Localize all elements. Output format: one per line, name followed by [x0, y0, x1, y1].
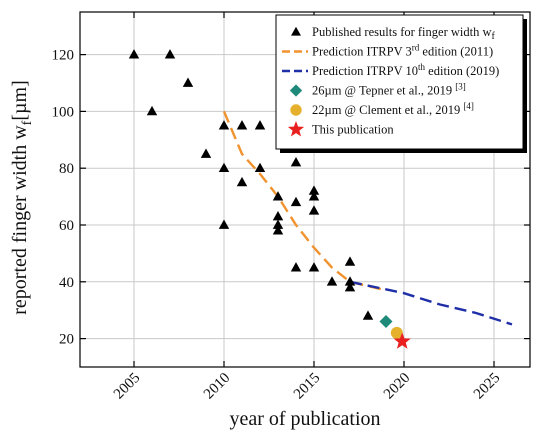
published-point: [218, 162, 230, 173]
published-point: [272, 210, 284, 221]
published-point: [326, 276, 338, 286]
published-point: [146, 105, 158, 116]
published-point: [236, 120, 248, 130]
y-tick-label: 120: [52, 48, 75, 64]
published-point: [308, 191, 320, 201]
y-axis-title-unit: [µm]: [9, 80, 31, 120]
published-point: [308, 185, 320, 195]
published-point: [200, 148, 212, 158]
x-tick-label: 2010: [201, 370, 234, 403]
x-tick-label: 2020: [381, 370, 414, 403]
plot-frame: [79, 11, 531, 368]
published-point: [272, 191, 284, 201]
published-point: [362, 310, 374, 320]
legend: Published results for finger width wfPre…: [275, 14, 527, 153]
published-point: [290, 196, 302, 207]
legend-label-itrpv10: Prediction ITRPV 10th edition (2019): [312, 62, 499, 78]
y-axis-title: reported finger width wf[µm]: [9, 80, 35, 314]
legend-box: [275, 14, 524, 150]
legend-label-this_publication: This publication: [312, 123, 394, 137]
published-point: [290, 157, 302, 167]
legend-label-tepner: 26µm @ Tepner et al., 2019 [3]: [312, 82, 466, 98]
published-point: [164, 49, 176, 59]
legend-entries: Published results for finger width wfPre…: [282, 25, 499, 137]
legend-swatch-published: [291, 26, 301, 36]
y-tick-label: 40: [59, 275, 74, 291]
published-point: [236, 176, 248, 187]
x-axis-title: year of publication: [229, 408, 380, 430]
y-tick-label: 60: [59, 218, 74, 234]
y-tick-label: 20: [59, 332, 74, 348]
y-tick-label: 80: [59, 161, 74, 177]
tepner-point: [379, 315, 393, 329]
legend-label-published: Published results for finger width wf: [312, 25, 496, 42]
x-tick-label: 2025: [471, 370, 504, 403]
published-point: [272, 219, 284, 229]
clement-point: [390, 326, 403, 339]
x-tick-label: 2015: [291, 370, 324, 403]
published-point: [344, 256, 356, 266]
legend-label-clement: 22µm @ Clement et al., 2019 [4]: [312, 101, 474, 117]
legend-swatch-this_publication: [287, 120, 305, 137]
legend-swatch-tepner: [289, 84, 303, 97]
published-point: [218, 219, 230, 229]
published-point: [182, 77, 194, 87]
published-point: [272, 225, 284, 235]
published-point: [344, 276, 356, 286]
published-point: [254, 120, 266, 130]
published-point: [218, 120, 230, 130]
y-tick-label: 100: [52, 104, 75, 120]
legend-label-itrpv3: Prediction ITRPV 3rd edition (2011): [312, 43, 493, 59]
published-point: [344, 281, 356, 292]
x-tick-label: 2005: [111, 370, 144, 403]
published-point: [254, 162, 266, 173]
y-axis-title-subscript: f: [20, 120, 35, 125]
itrpv3-line: [222, 110, 387, 292]
y-axis-title-main: reported finger width w: [9, 125, 31, 315]
plot-series: [128, 49, 513, 349]
published-point: [308, 205, 320, 215]
legend-swatch-clement: [290, 104, 302, 116]
published-point: [308, 262, 320, 272]
this_publication-point: [393, 332, 411, 349]
published-point: [128, 49, 140, 59]
published-point: [290, 262, 302, 272]
itrpv10-line: [349, 280, 513, 326]
